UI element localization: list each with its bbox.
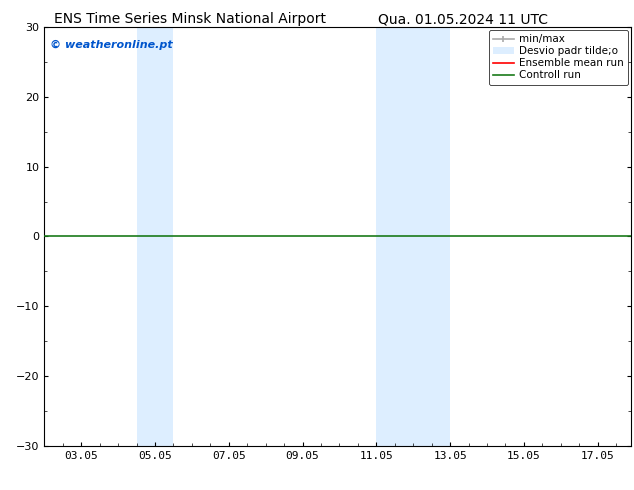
Text: © weatheronline.pt: © weatheronline.pt <box>50 40 173 49</box>
Text: ENS Time Series Minsk National Airport: ENS Time Series Minsk National Airport <box>54 12 327 26</box>
Text: Qua. 01.05.2024 11 UTC: Qua. 01.05.2024 11 UTC <box>378 12 548 26</box>
Bar <box>377 27 450 446</box>
Bar <box>136 27 174 446</box>
Legend: min/max, Desvio padr tilde;o, Ensemble mean run, Controll run: min/max, Desvio padr tilde;o, Ensemble m… <box>489 30 628 85</box>
